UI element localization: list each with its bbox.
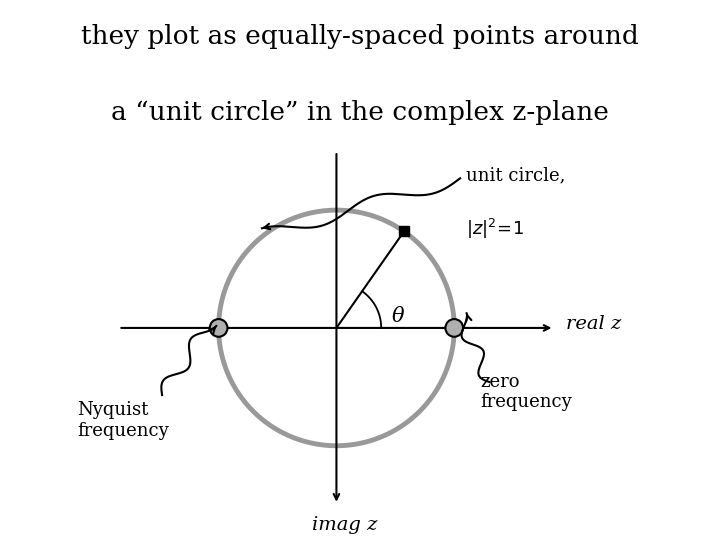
- Text: imag z: imag z: [312, 516, 377, 535]
- Text: they plot as equally-spaced points around: they plot as equally-spaced points aroun…: [81, 24, 639, 49]
- Text: Nyquist
frequency: Nyquist frequency: [77, 401, 169, 440]
- Circle shape: [210, 319, 228, 337]
- Text: $|z|^2\!=\!1$: $|z|^2\!=\!1$: [466, 217, 524, 241]
- Circle shape: [446, 319, 463, 337]
- Text: zero
frequency: zero frequency: [480, 373, 572, 411]
- Text: θ: θ: [392, 307, 404, 326]
- Text: unit circle,: unit circle,: [466, 166, 565, 184]
- Text: a “unit circle” in the complex z-plane: a “unit circle” in the complex z-plane: [111, 100, 609, 125]
- Text: real z: real z: [566, 315, 621, 333]
